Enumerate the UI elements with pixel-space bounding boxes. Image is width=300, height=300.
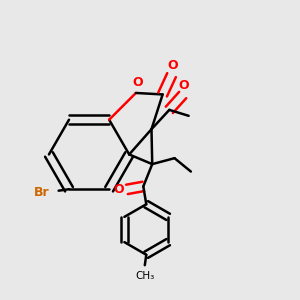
Text: O: O	[132, 76, 143, 88]
Text: O: O	[113, 183, 124, 196]
Text: CH₃: CH₃	[135, 271, 154, 281]
Text: O: O	[168, 58, 178, 72]
Text: O: O	[179, 79, 190, 92]
Text: Br: Br	[34, 186, 50, 199]
